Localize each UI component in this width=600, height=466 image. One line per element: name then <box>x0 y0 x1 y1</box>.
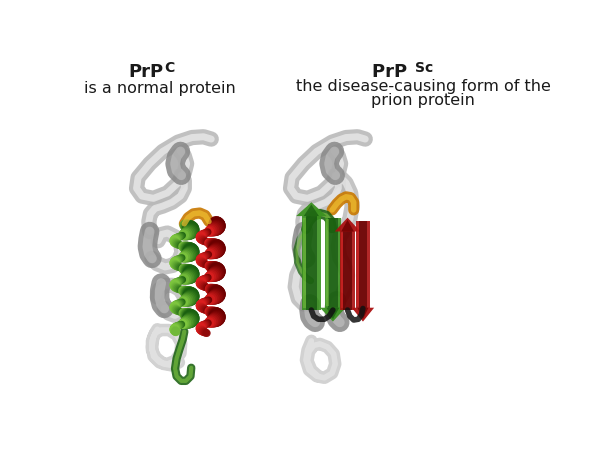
Polygon shape <box>335 218 361 232</box>
Text: the disease-causing form of the: the disease-causing form of the <box>296 79 550 94</box>
Polygon shape <box>296 202 326 216</box>
Polygon shape <box>325 218 328 308</box>
Text: Sc: Sc <box>415 61 434 75</box>
Polygon shape <box>304 205 319 216</box>
Polygon shape <box>302 216 306 310</box>
Polygon shape <box>357 223 359 306</box>
Polygon shape <box>359 221 367 308</box>
Polygon shape <box>352 232 355 310</box>
Polygon shape <box>358 308 368 319</box>
Polygon shape <box>326 219 329 306</box>
Polygon shape <box>326 308 340 319</box>
Polygon shape <box>341 220 354 232</box>
Polygon shape <box>341 233 343 308</box>
Polygon shape <box>356 221 359 308</box>
Text: PrP: PrP <box>128 63 164 81</box>
Text: PrP: PrP <box>373 63 414 81</box>
Polygon shape <box>317 216 321 310</box>
Polygon shape <box>367 221 370 308</box>
Text: C: C <box>164 61 175 75</box>
Polygon shape <box>304 218 306 308</box>
Polygon shape <box>340 232 343 310</box>
Polygon shape <box>338 218 341 308</box>
Polygon shape <box>306 216 317 310</box>
Polygon shape <box>320 308 346 322</box>
Text: is a normal protein: is a normal protein <box>84 81 236 96</box>
Text: prion protein: prion protein <box>371 93 475 108</box>
Polygon shape <box>343 232 352 310</box>
Polygon shape <box>328 218 338 308</box>
Polygon shape <box>352 308 374 322</box>
